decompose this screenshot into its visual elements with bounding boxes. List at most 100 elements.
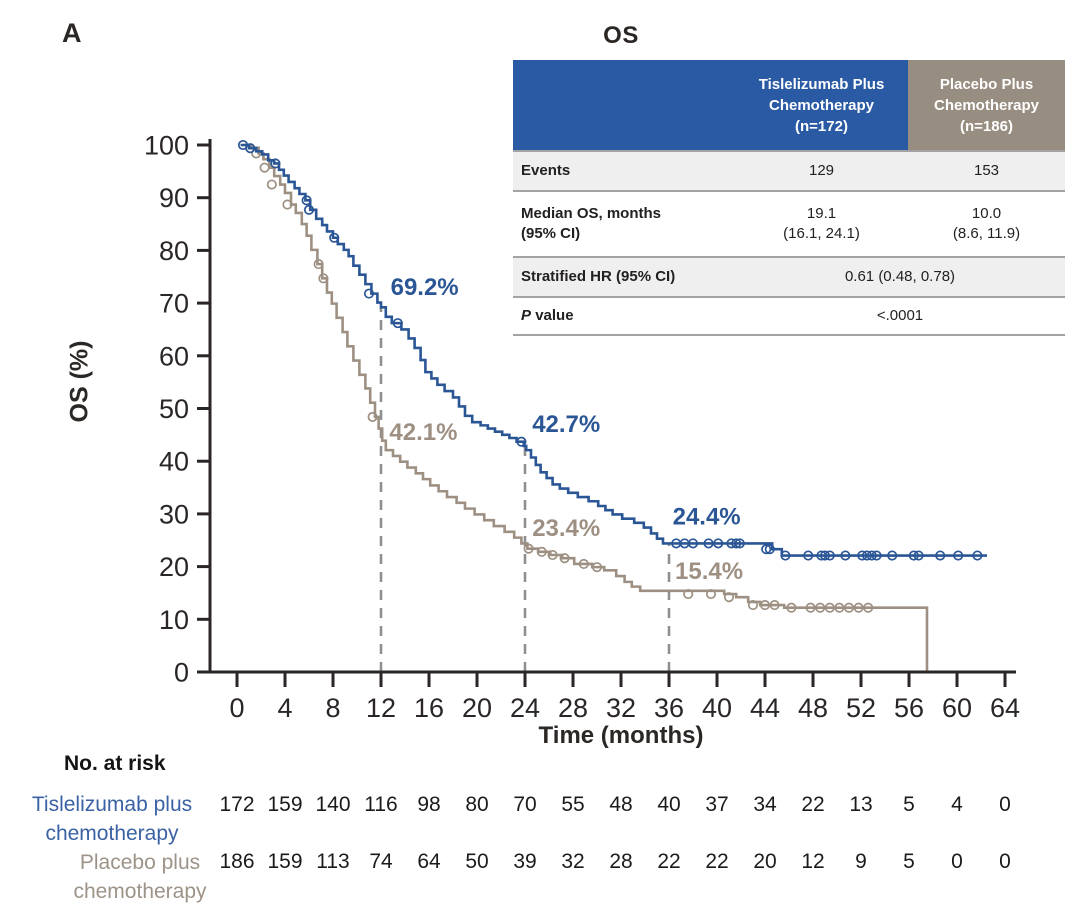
x-tick-label: 16 [414,693,444,723]
censor-mark [270,158,281,169]
y-axis-title: OS (%) [65,340,94,423]
y-tick-label: 90 [159,183,189,213]
x-tick-label: 40 [702,693,732,723]
survival-step-line [244,143,929,672]
censor-mark [363,288,375,299]
censor-mark [392,318,403,329]
hr-label: Stratified HR (95% CI) [513,256,735,297]
censor-mark [523,543,534,554]
censor-mark [805,602,816,613]
survival-step-line [240,143,987,557]
censor-mark [780,550,791,561]
x-tick-label: 52 [846,693,876,723]
censor-mark [761,544,772,555]
stats-row-events: Events 129 153 [513,150,1065,191]
censor-mark [953,550,964,561]
stats-row-p-value: P value <.0001 [513,296,1065,336]
x-tick-label: 12 [366,693,396,723]
censor-mark [840,550,851,561]
censor-mark [747,600,759,611]
x-tick-label: 44 [750,693,780,723]
censor-mark [819,550,831,561]
censor-mark [266,179,277,190]
dashed-reference-lines [379,307,671,672]
x-tick-label: 28 [558,693,588,723]
y-tick-label: 30 [159,499,189,529]
milestone-percent-label: 42.1% [389,419,457,446]
x-tick-label: 24 [510,693,540,723]
censor-mark [764,544,775,555]
censor-mark [853,602,864,613]
milestone-labels-arm2: 42.1% 23.4% 15.4% [389,419,743,585]
x-tick-label: 0 [229,693,244,723]
censor-mark [282,199,293,210]
stats-header-arm1: Tislelizumab Plus Chemotherapy (n=172) [735,60,908,151]
y-tick-label: 100 [144,131,189,161]
p-rest: value [535,306,574,324]
panel-label: A [62,18,82,48]
stats-row-hazard-ratio: Stratified HR (95% CI) 0.61 (0.48, 0.78) [513,256,1065,297]
censor-mark [318,273,329,284]
hr-value: 0.61 (0.48, 0.78) [735,256,1065,297]
censor-mark [824,602,835,613]
censor-mark [857,550,868,561]
censor-mark [329,232,340,243]
median-os-arm2-value: 10.0 (8.6, 11.9) [908,190,1065,257]
censor-mark [866,550,877,561]
milestone-percent-label: 24.4% [673,503,741,530]
censor-mark [759,600,771,611]
y-tick-label: 10 [159,605,189,635]
y-tick-label: 60 [159,341,189,371]
km-curve-arm2 [244,143,929,672]
milestone-percent-label: 42.7% [532,411,600,438]
censor-mark [591,562,603,573]
censor-mark [786,602,797,613]
stats-header-arm2: Placebo Plus Chemotherapy (n=186) [908,60,1065,151]
censor-mark [863,602,874,613]
censor-mark [516,436,527,447]
censor-mark [824,550,835,561]
censor-mark [908,550,919,561]
censor-mark [834,602,845,613]
stats-row-median-os: Median OS, months (95% CI) 19.1 (16.1, 2… [513,190,1065,257]
stats-table: Tislelizumab Plus Chemotherapy (n=172) P… [513,60,1065,336]
x-tick-label: 48 [798,693,828,723]
milestone-labels-arm1: 69.2% 42.7% 24.4% [391,274,741,530]
y-tick-label: 20 [159,552,189,582]
censor-mark [935,550,946,561]
censor-mark [245,143,256,154]
events-arm2-value: 153 [908,150,1065,191]
milestone-percent-label: 69.2% [391,274,459,301]
stats-header-row: Tislelizumab Plus Chemotherapy (n=172) P… [513,60,1065,151]
censor-mark [367,411,378,422]
censor-mark [972,550,983,561]
x-tick-label: 8 [325,693,340,723]
censor-mark [705,588,717,600]
censor-mark [861,550,873,561]
censor-mark [703,538,714,549]
censor-mark [887,550,898,561]
y-tick-label: 50 [159,394,189,424]
censor-mark [683,588,694,600]
censor-mark [803,550,814,561]
x-tick-label: 32 [606,693,636,723]
censor-mark [713,538,724,549]
censor-mark [723,592,735,603]
median-os-label: Median OS, months (95% CI) [513,190,735,257]
censor-mark [559,553,570,564]
number-at-risk-heading: No. at risk [64,752,166,775]
y-tick-label: 40 [159,447,189,477]
x-axis-title: Time (months) [538,722,704,749]
censor-mark [313,259,324,270]
censor-mark [536,546,547,557]
censor-mark [913,550,924,561]
median-os-arm1-value: 19.1 (16.1, 24.1) [735,190,908,257]
y-tick-label: 0 [174,658,189,688]
p-italic: P [521,306,532,324]
censor-mark [547,549,558,561]
x-tick-label: 4 [277,693,292,723]
censor-mark [687,538,699,549]
